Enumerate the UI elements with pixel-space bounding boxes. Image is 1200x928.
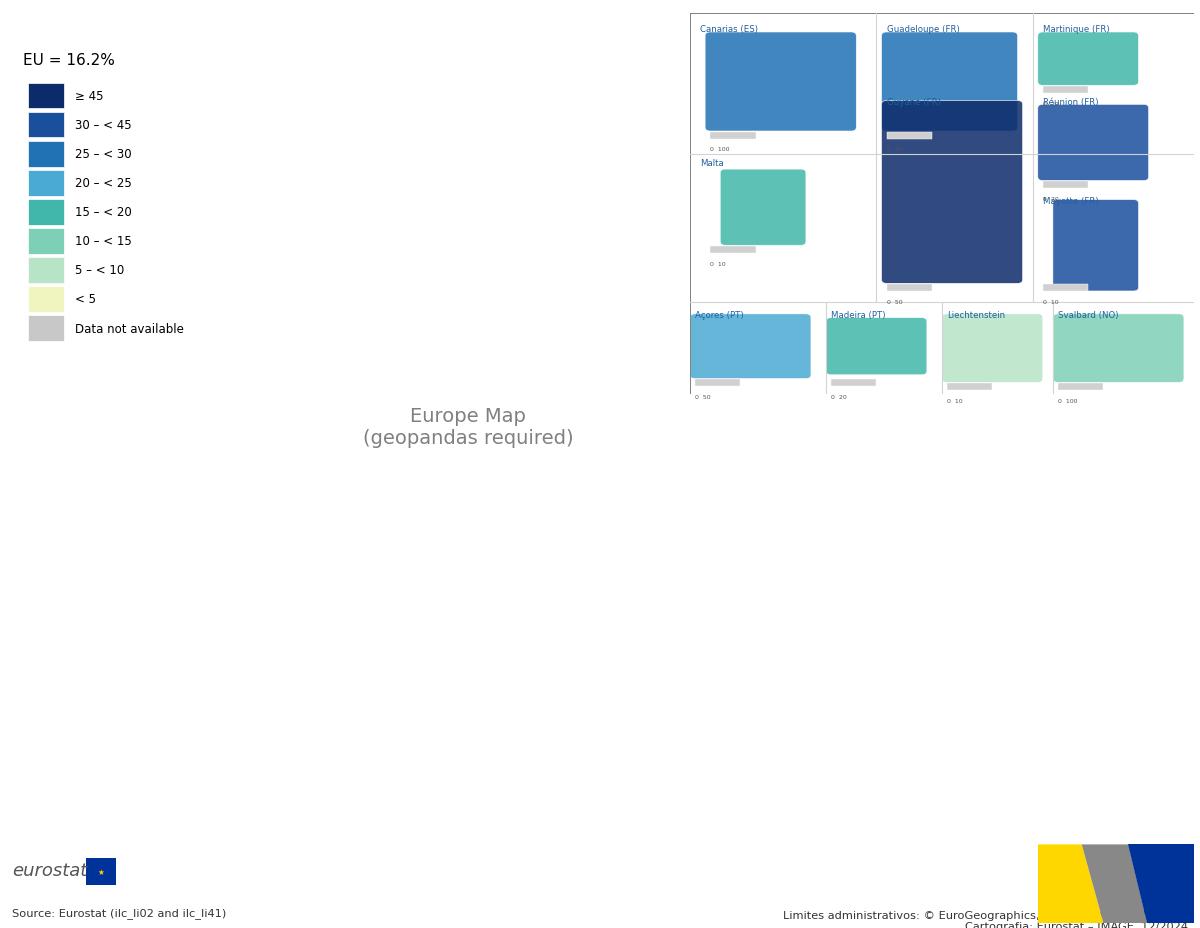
FancyBboxPatch shape: [1043, 182, 1088, 189]
Text: 0  10: 0 10: [947, 398, 962, 403]
Text: ★: ★: [98, 867, 104, 876]
FancyBboxPatch shape: [887, 285, 932, 291]
Text: 25 – < 30: 25 – < 30: [74, 148, 132, 161]
Text: Canarias (ES): Canarias (ES): [700, 25, 758, 34]
FancyBboxPatch shape: [710, 247, 756, 253]
Text: Svalbard (NO): Svalbard (NO): [1058, 311, 1118, 319]
FancyBboxPatch shape: [695, 380, 740, 387]
Text: 10 – < 15: 10 – < 15: [74, 235, 132, 248]
Text: Source: Eurostat (ilc_li02 and ilc_li41): Source: Eurostat (ilc_li02 and ilc_li41): [12, 908, 227, 918]
Text: Limites administrativos: © EuroGeographics, © FAO (ONU), © TurkStat
Cartografia:: Limites administrativos: © EuroGeographi…: [784, 909, 1188, 928]
Text: < 5: < 5: [74, 293, 96, 306]
Text: eurostat: eurostat: [12, 861, 88, 879]
FancyBboxPatch shape: [28, 316, 64, 342]
Text: 20 – < 25: 20 – < 25: [74, 177, 132, 190]
Text: Europe Map
(geopandas required): Europe Map (geopandas required): [362, 406, 574, 447]
FancyBboxPatch shape: [826, 318, 926, 376]
FancyBboxPatch shape: [86, 857, 116, 884]
FancyBboxPatch shape: [1052, 200, 1139, 291]
Text: 0  20: 0 20: [1043, 101, 1058, 107]
FancyBboxPatch shape: [887, 133, 932, 139]
Text: Data not available: Data not available: [74, 322, 184, 335]
FancyBboxPatch shape: [690, 315, 811, 380]
FancyBboxPatch shape: [28, 112, 64, 138]
Text: 0  20: 0 20: [1043, 197, 1058, 201]
FancyBboxPatch shape: [710, 133, 756, 139]
Text: 15 – < 20: 15 – < 20: [74, 206, 132, 219]
Text: EU = 16.2%: EU = 16.2%: [24, 53, 115, 68]
FancyBboxPatch shape: [28, 258, 64, 283]
Text: Guyane (FR): Guyane (FR): [887, 97, 941, 107]
FancyBboxPatch shape: [28, 287, 64, 313]
Text: Madeira (PT): Madeira (PT): [832, 311, 886, 319]
Polygon shape: [1081, 844, 1147, 923]
Text: 30 – < 45: 30 – < 45: [74, 119, 132, 132]
Polygon shape: [1128, 844, 1200, 923]
FancyBboxPatch shape: [942, 315, 1043, 383]
Text: 5 – < 10: 5 – < 10: [74, 264, 124, 277]
Polygon shape: [1038, 844, 1104, 923]
Text: 0  10: 0 10: [710, 262, 726, 266]
Text: ≥ 45: ≥ 45: [74, 90, 103, 103]
FancyBboxPatch shape: [882, 33, 1018, 132]
Text: Açores (PT): Açores (PT): [695, 311, 744, 319]
FancyBboxPatch shape: [28, 200, 64, 226]
Text: Malta: Malta: [700, 159, 724, 167]
Text: 0  20: 0 20: [887, 148, 902, 152]
Text: Liechtenstein: Liechtenstein: [947, 311, 1006, 319]
Text: Guadeloupe (FR): Guadeloupe (FR): [887, 25, 959, 34]
Text: 0  100: 0 100: [710, 148, 730, 152]
Text: 0  10: 0 10: [1043, 300, 1058, 304]
FancyBboxPatch shape: [720, 170, 806, 246]
Text: 0  20: 0 20: [832, 394, 847, 399]
FancyBboxPatch shape: [1043, 285, 1088, 291]
Text: Martinique (FR): Martinique (FR): [1043, 25, 1110, 34]
FancyBboxPatch shape: [947, 384, 992, 391]
Text: 0  50: 0 50: [887, 300, 902, 304]
FancyBboxPatch shape: [28, 171, 64, 197]
Text: 0  50: 0 50: [695, 394, 710, 399]
Text: Mayotte (FR): Mayotte (FR): [1043, 197, 1098, 205]
FancyBboxPatch shape: [832, 380, 876, 387]
FancyBboxPatch shape: [1038, 33, 1139, 86]
Text: Réunion (FR): Réunion (FR): [1043, 97, 1098, 107]
FancyBboxPatch shape: [28, 229, 64, 254]
FancyBboxPatch shape: [882, 101, 1022, 284]
FancyBboxPatch shape: [1043, 87, 1088, 94]
FancyBboxPatch shape: [28, 84, 64, 110]
FancyBboxPatch shape: [1038, 105, 1148, 181]
Text: 0  100: 0 100: [1058, 398, 1078, 403]
FancyBboxPatch shape: [1058, 384, 1103, 391]
FancyBboxPatch shape: [28, 142, 64, 167]
FancyBboxPatch shape: [706, 33, 857, 132]
FancyBboxPatch shape: [1052, 315, 1184, 383]
